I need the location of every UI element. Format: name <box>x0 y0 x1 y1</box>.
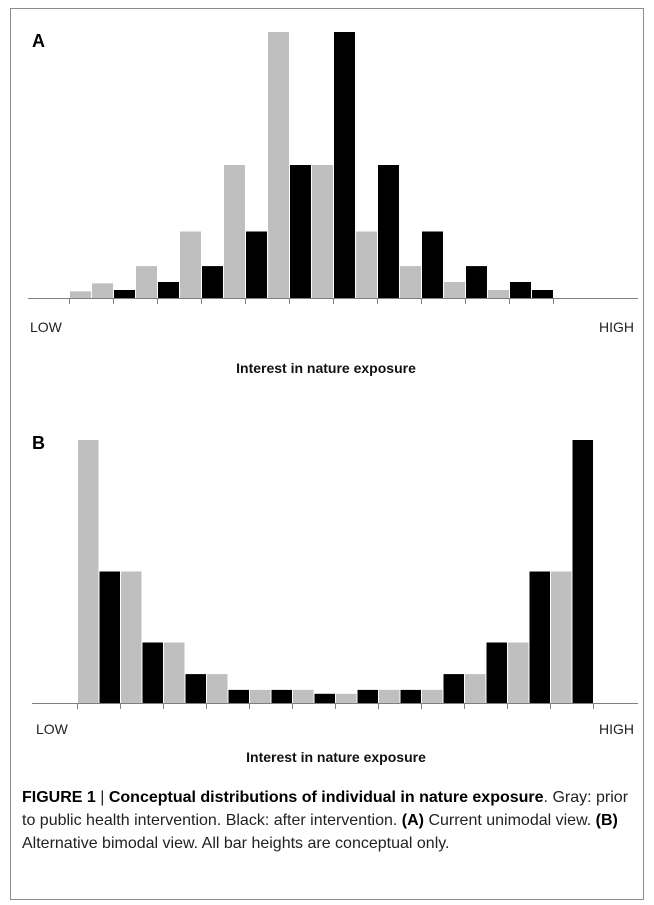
bar-a-21-black <box>510 282 531 298</box>
low-label-a: LOW <box>30 319 63 335</box>
bar-a-14-gray <box>356 231 377 298</box>
bar-b-24-black <box>572 440 593 703</box>
bar-b-12-black <box>314 693 335 703</box>
caption-label-a: (A) <box>401 812 424 829</box>
high-label-a: HIGH <box>599 319 634 335</box>
bar-a-6-gray <box>180 231 201 298</box>
bar-b-8-black <box>228 689 249 703</box>
bar-a-10-gray <box>268 32 289 298</box>
ticks-b <box>77 703 594 709</box>
bar-b-17-gray <box>422 689 443 703</box>
bar-a-9-black <box>246 231 267 298</box>
panel-b-letter: B <box>32 433 45 453</box>
caption-text-2: Current unimodal view. <box>424 812 596 829</box>
panel-b: B LOW HIGH Interest in nature exposure <box>0 390 654 770</box>
caption-figure-label: FIGURE 1 <box>22 789 96 806</box>
bar-b-11-gray <box>293 689 314 703</box>
figure-caption: FIGURE 1 | Conceptual distributions of i… <box>22 786 634 855</box>
bar-b-4-black <box>142 642 163 703</box>
bar-b-1-gray <box>78 440 99 703</box>
bar-b-14-black <box>357 689 378 703</box>
panel-a-letter: A <box>32 31 45 51</box>
bar-b-20-black <box>486 642 507 703</box>
bar-a-4-gray <box>136 266 157 298</box>
caption-text-3: Alternative bimodal view. All bar height… <box>22 835 450 852</box>
bar-a-17-black <box>422 231 443 298</box>
bar-b-22-black <box>529 571 550 703</box>
bar-b-10-black <box>271 689 292 703</box>
bar-a-22-black <box>532 290 553 298</box>
high-label-b: HIGH <box>599 721 634 737</box>
bars-b <box>78 440 593 703</box>
bar-a-13-black <box>334 32 355 298</box>
bar-a-5-black <box>158 282 179 298</box>
bar-a-18-gray <box>444 282 465 298</box>
bar-b-5-gray <box>164 642 185 703</box>
axis-title-a: Interest in nature exposure <box>236 360 416 376</box>
figure-frame <box>10 8 644 900</box>
bar-b-2-black <box>99 571 120 703</box>
bar-b-13-gray <box>336 693 357 703</box>
bar-b-7-gray <box>207 674 228 703</box>
bar-a-20-gray <box>488 290 509 298</box>
bar-a-19-black <box>466 266 487 298</box>
ticks-a <box>69 298 554 304</box>
bar-b-6-black <box>185 674 206 703</box>
bar-a-2-gray <box>92 283 113 298</box>
bars-a <box>70 32 553 299</box>
caption-label-b: (B) <box>595 812 618 829</box>
panel-a: A LOW HIGH Interest in nature exposure <box>0 0 654 380</box>
caption-text-1: Gray: prior to public health interventio… <box>22 789 629 829</box>
bar-b-15-gray <box>379 689 400 703</box>
bar-a-11-black <box>290 165 311 298</box>
low-label-b: LOW <box>36 721 69 737</box>
bar-b-18-black <box>443 674 464 703</box>
bar-b-3-gray <box>121 571 142 703</box>
bar-a-16-gray <box>400 266 421 298</box>
caption-title: Conceptual distributions of individual i… <box>108 789 544 806</box>
chart-a: A LOW HIGH Interest in nature exposure <box>28 31 638 376</box>
bar-a-1-gray <box>70 291 91 299</box>
bar-b-16-black <box>400 689 421 703</box>
bar-b-23-gray <box>551 571 572 703</box>
bar-b-9-gray <box>250 689 271 703</box>
chart-b: B LOW HIGH Interest in nature exposure <box>32 433 638 765</box>
bar-b-19-gray <box>465 674 486 703</box>
caption-separator: | <box>95 789 109 806</box>
axis-title-b: Interest in nature exposure <box>246 749 426 765</box>
bar-a-12-gray <box>312 165 333 298</box>
bar-a-15-black <box>378 165 399 298</box>
bar-b-21-gray <box>508 642 529 703</box>
bar-a-8-gray <box>224 165 245 298</box>
caption-title-end: . <box>543 789 548 806</box>
bar-a-7-black <box>202 266 223 298</box>
bar-a-3-black <box>114 290 135 298</box>
